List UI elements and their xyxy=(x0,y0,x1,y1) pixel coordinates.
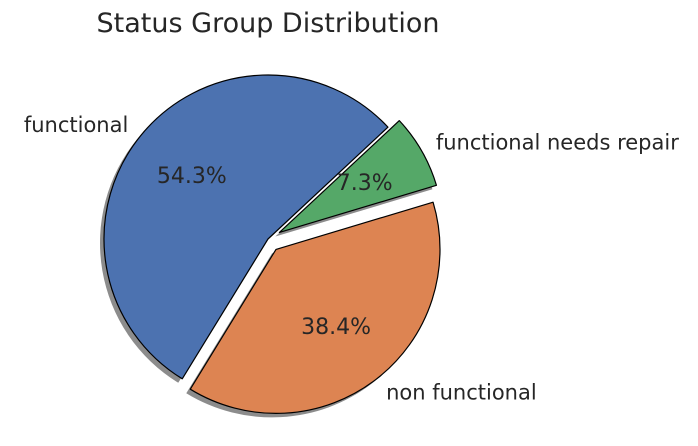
slice-pct-functional-needs-repair: 7.3% xyxy=(337,171,393,196)
wedge-non-functional xyxy=(189,201,441,414)
slice-label-functional-needs-repair: functional needs repair xyxy=(436,131,679,155)
pie-wedges xyxy=(103,74,441,414)
chart-title: Status Group Distribution xyxy=(97,8,440,39)
slice-pct-non-functional: 38.4% xyxy=(301,315,371,340)
slice-label-non-functional: non functional xyxy=(386,380,537,404)
slice-pct-functional: 54.3% xyxy=(157,164,227,189)
slice-label-functional: functional xyxy=(24,113,129,137)
pie-labels: functional 54.3% non functional 38.4% functi… xyxy=(24,113,679,404)
wedge-functional-needs-repair xyxy=(278,120,438,234)
wedge-functional xyxy=(103,74,389,380)
